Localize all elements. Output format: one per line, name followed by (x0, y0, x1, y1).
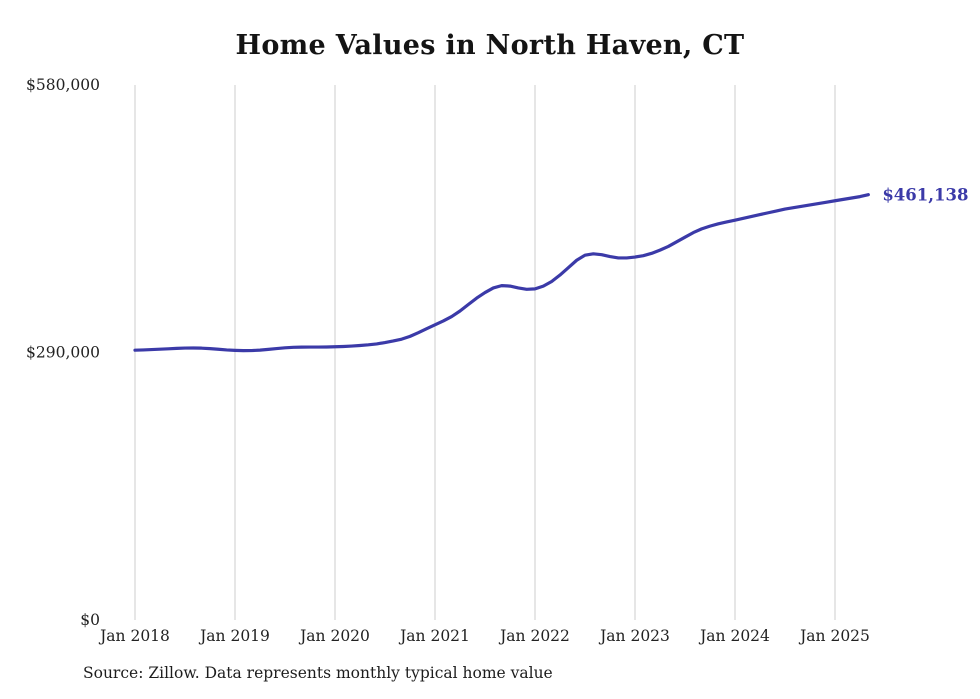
end-value-label: $461,138 (882, 186, 968, 205)
home-value-line (133, 193, 870, 353)
x-axis-tick-label: Jan 2021 (398, 627, 470, 645)
x-axis-tick-label: Jan 2019 (198, 627, 270, 645)
y-axis-tick-label: $580,000 (26, 76, 100, 94)
x-axis-tick-label: Jan 2018 (98, 627, 170, 645)
x-axis-tick-label: Jan 2025 (798, 627, 870, 645)
x-axis-tick-label: Jan 2024 (698, 627, 770, 645)
chart-title: Home Values in North Haven, CT (235, 30, 745, 61)
x-axis-tick-label: Jan 2023 (598, 627, 670, 645)
x-axis-tick-label: Jan 2020 (298, 627, 370, 645)
y-axis-tick-label: $0 (80, 611, 100, 629)
source-note: Source: Zillow. Data represents monthly … (83, 664, 553, 682)
y-axis-tick-label: $290,000 (26, 344, 100, 362)
x-axis-tick-label: Jan 2022 (498, 627, 570, 645)
